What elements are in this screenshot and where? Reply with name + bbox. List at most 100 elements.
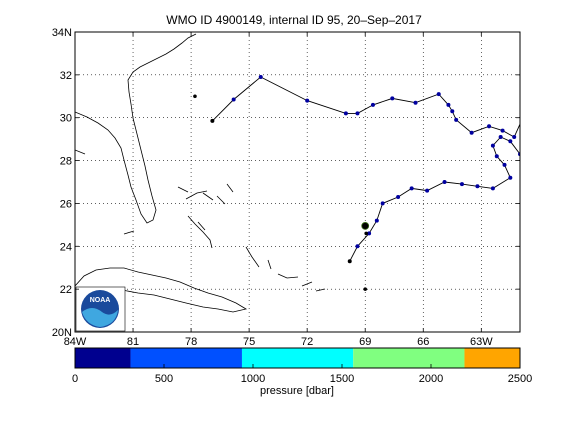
colorbar-tick-label: 500 (155, 373, 173, 385)
chart-title: WMO ID 4900149, internal ID 95, 20–Sep–2… (166, 13, 422, 27)
colorbar-tick-label: 0 (72, 373, 78, 385)
trajectory-point (498, 135, 503, 139)
gulf-coast-spur (75, 149, 86, 155)
trajectory-point (446, 102, 451, 107)
trajectory-point (450, 109, 455, 114)
y-tick-label: 30 (60, 113, 72, 125)
position-marker (193, 94, 197, 99)
colorbar-frame (74, 347, 521, 369)
bahamas-island (123, 230, 135, 235)
trajectory-point (469, 130, 474, 135)
trajectory-point (370, 102, 375, 107)
trajectory-point (390, 96, 395, 101)
position-marker (364, 231, 368, 236)
y-tick-label: 32 (60, 70, 72, 82)
x-tick-label: 66 (417, 336, 429, 348)
trajectory-point (347, 259, 352, 264)
bahamas-island (177, 186, 189, 193)
colorbar-label: pressure [dbar] (260, 385, 334, 397)
trajectory-point (409, 186, 414, 191)
colorbar-bin (75, 348, 131, 368)
trajectory-point (494, 154, 499, 159)
trajectory-point (475, 184, 480, 189)
pressure-colorbar: 0 500 1000 1500 2000 2500 pressure [dbar] (72, 347, 532, 397)
x-tick-label: 69 (359, 336, 371, 348)
trajectory-point (442, 180, 447, 184)
colorbar-tick-label: 2000 (419, 373, 443, 385)
current-position-marker (361, 222, 370, 230)
colorbar-bin (353, 348, 465, 368)
colorbar-bins (75, 348, 520, 368)
x-tick-label: 78 (185, 336, 197, 348)
colorbar-tick-label: 1500 (330, 373, 354, 385)
colorbar-tick-label: 1000 (241, 373, 265, 385)
trajectory-point (396, 195, 401, 199)
bahamas-island (315, 288, 326, 292)
trajectory-point (231, 97, 236, 102)
bahamas-island (187, 215, 213, 249)
position-marker (363, 287, 368, 291)
logo-wave (82, 308, 118, 327)
bahamas-island (301, 281, 313, 287)
y-tick-label: 34N (52, 27, 72, 39)
trajectory-point (500, 128, 505, 133)
trajectory-point (355, 244, 360, 249)
trajectory-point (519, 119, 520, 121)
trajectory-point (508, 175, 513, 180)
y-tick-label: 22 (60, 284, 72, 296)
trajectory-point (535, 146, 539, 150)
bahamas-island (277, 273, 299, 279)
map-background (75, 32, 520, 332)
trajectory-point (425, 188, 430, 193)
trajectory-point (508, 139, 513, 144)
noaa-logo: NOAA (75, 286, 126, 332)
x-tick-label: 63W (470, 336, 493, 348)
y-tick-label: 26 (60, 198, 72, 210)
trajectory-point (413, 100, 418, 105)
y-tick-label: 24 (60, 241, 72, 253)
trajectory-point (343, 111, 348, 116)
trajectory-point (355, 111, 360, 116)
colorbar-tick-label: 2500 (508, 373, 532, 385)
trajectory-point (305, 98, 310, 103)
trajectory-point (380, 201, 385, 206)
coastlines (75, 33, 326, 313)
x-tick-labels: 84W 81 78 75 72 69 66 63W (64, 32, 493, 348)
trajectory-point (490, 186, 495, 191)
trajectory-point (487, 124, 492, 129)
trajectory-point (533, 137, 537, 141)
trajectory-point (490, 143, 495, 148)
trajectory-point (210, 118, 215, 123)
bahamas-island (216, 195, 226, 205)
x-tick-label: 84W (64, 336, 87, 348)
float-trajectory (212, 76, 520, 262)
trajectory-point (502, 162, 507, 167)
x-tick-label: 75 (243, 336, 255, 348)
trajectory-point (374, 218, 379, 223)
bahamas-island (226, 183, 234, 193)
bahamas-island (245, 246, 260, 268)
trajectory-point (459, 182, 464, 187)
bahamas-island (197, 221, 206, 231)
colorbar-tick-labels: 0 500 1000 1500 2000 2500 (72, 364, 532, 385)
y-tick-label: 20N (52, 327, 72, 339)
florida-coastline (75, 33, 197, 224)
x-tick-label: 72 (301, 336, 313, 348)
cuba-coastline (75, 267, 248, 313)
extra-markers (193, 94, 370, 291)
y-tick-label: 28 (60, 156, 72, 168)
trajectory-point (530, 156, 534, 160)
bahamas-island (185, 190, 208, 200)
trajectory-points (210, 75, 539, 264)
trajectory-point (258, 75, 263, 79)
trajectory-point (512, 135, 517, 139)
x-tick-label: 81 (127, 336, 139, 348)
bahamas-island (202, 192, 214, 201)
trajectory-point (367, 231, 372, 236)
colorbar-bin (464, 348, 520, 368)
colorbar-bin (130, 348, 242, 368)
bahamas-island (267, 259, 272, 270)
map-axes: NOAA 84W 81 78 75 72 69 66 63W 20N 22 24 26 28 30 32 3… (52, 27, 539, 348)
trajectory-point (454, 117, 459, 122)
